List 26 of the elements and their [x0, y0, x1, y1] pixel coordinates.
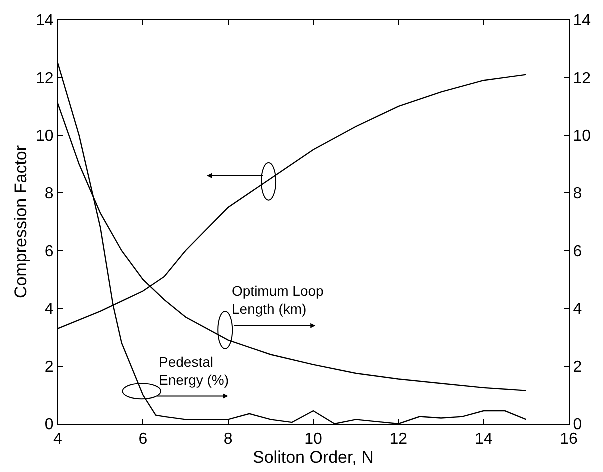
x-tick-label: 6 [138, 431, 148, 448]
y2-tick-label: 12 [573, 70, 592, 88]
y2-tick-label: 6 [573, 243, 582, 260]
y-tick-label: 2 [44, 358, 54, 376]
y2-tick-label: 4 [573, 301, 582, 318]
x-tick-label: 8 [224, 431, 233, 448]
y-tick-label: 6 [44, 243, 54, 260]
y2-tick-label: 14 [573, 12, 592, 30]
y2-tick-label: 2 [573, 358, 582, 376]
annotation: Optimum Loop Length (km) [232, 283, 324, 318]
x-tick-label: 14 [474, 431, 493, 448]
annotation: Pedestal Energy (%) [159, 354, 230, 388]
y-tick-label: 4 [44, 301, 54, 318]
x-tick-label: 12 [390, 431, 408, 448]
y-tick-label: 10 [36, 128, 54, 146]
y-tick-label: 12 [36, 70, 54, 88]
y2-tick-label: 10 [573, 128, 592, 146]
x-tick-label: 10 [304, 431, 322, 448]
x-axis-title: Soliton Order, N [253, 448, 374, 468]
y2-tick-label: 8 [573, 186, 582, 203]
y-tick-label: 8 [44, 186, 54, 203]
x-tick-label: 16 [560, 431, 578, 448]
y2-tick-label: 0 [573, 416, 582, 434]
y-tick-label: 0 [44, 416, 54, 434]
y-axis-title: Compression Factor [12, 145, 31, 299]
y-tick-label: 14 [36, 12, 54, 30]
